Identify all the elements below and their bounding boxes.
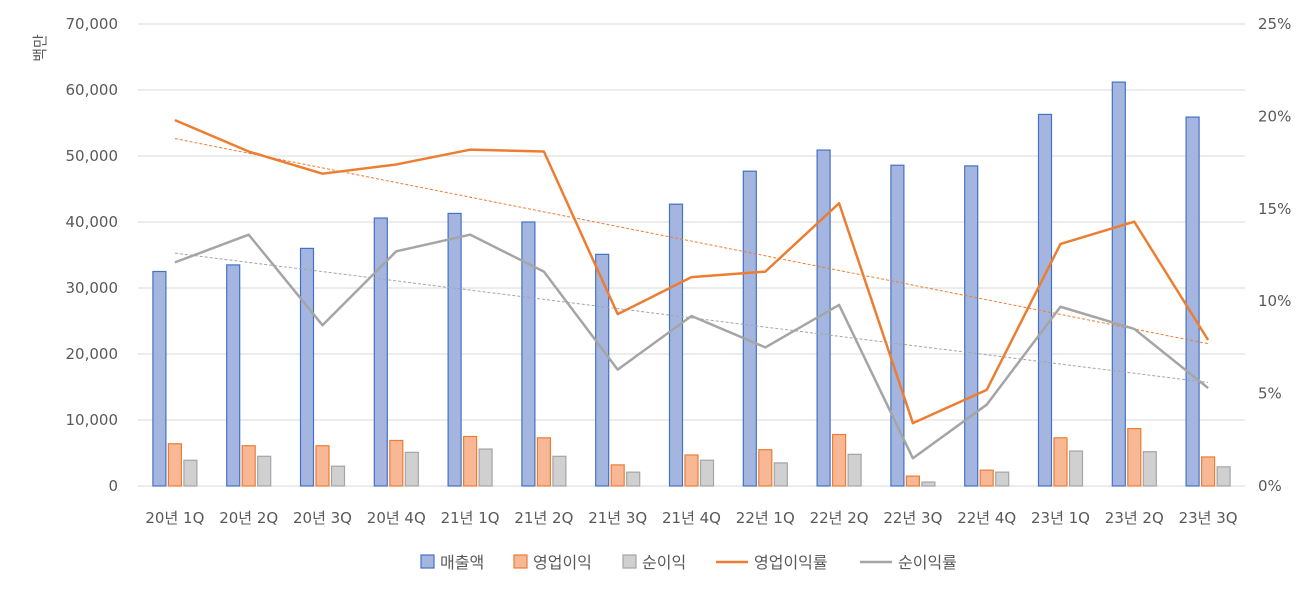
line-순이익률: [174, 233, 1209, 460]
bar-순이익: [1068, 450, 1084, 487]
x-tick-label: 22년 1Q: [736, 509, 795, 527]
y-tick-label: 20,000: [66, 345, 119, 363]
gridlines: [138, 23, 1245, 487]
x-tick-label: 21년 3Q: [588, 509, 647, 527]
legend-swatch-매출액: [420, 554, 435, 569]
bar-매출액: [816, 149, 831, 487]
x-tick-label: 20년 1Q: [145, 509, 204, 527]
bar-순이익: [257, 455, 272, 487]
lines: [174, 118, 1210, 460]
y-tick-label: 0: [108, 477, 118, 495]
x-tick-label: 21년 2Q: [514, 509, 573, 527]
y-axis-title: 백만: [31, 34, 49, 62]
bar-영업이익: [241, 445, 256, 487]
y-tick-label: 50,000: [66, 147, 119, 165]
bar-순이익: [478, 448, 493, 487]
bar-순이익: [995, 471, 1010, 487]
bars: [152, 81, 1231, 487]
x-tick-label: 23년 1Q: [1031, 509, 1090, 527]
trendline-순이익률: [174, 252, 1209, 384]
bar-매출액: [447, 212, 462, 487]
bar-매출액: [668, 203, 684, 487]
x-tick-label: 23년 3Q: [1179, 509, 1238, 527]
trendline-영업이익률: [174, 138, 1209, 345]
bar-영업이익: [536, 437, 552, 487]
legend-swatch-순이익: [622, 554, 637, 569]
x-tick-label: 21년 1Q: [441, 509, 500, 527]
y2-tick-label: 5%: [1258, 385, 1282, 403]
bar-순이익: [183, 459, 198, 487]
x-tick-label: 22년 4Q: [957, 509, 1016, 527]
y-tick-label: 40,000: [66, 213, 119, 231]
bar-매출액: [742, 170, 757, 487]
bar-순이익: [404, 451, 419, 487]
bar-영업이익: [389, 439, 404, 487]
x-tick-label: 20년 2Q: [219, 509, 278, 527]
x-tick-label: 23년 2Q: [1105, 509, 1164, 527]
trendlines: [174, 138, 1209, 384]
bar-매출액: [890, 164, 905, 487]
bar-영업이익: [979, 469, 994, 487]
x-tick-label: 20년 3Q: [293, 509, 352, 527]
bar-순이익: [699, 459, 715, 487]
bar-순이익: [1216, 466, 1231, 487]
bar-영업이익: [167, 443, 182, 487]
legend-swatch-영업이익: [513, 554, 528, 569]
y2-tick-label: 10%: [1258, 292, 1291, 310]
bar-영업이익: [758, 449, 773, 487]
x-tick-label: 20년 4Q: [367, 509, 426, 527]
bar-영업이익: [610, 464, 625, 487]
bar-매출액: [373, 217, 388, 487]
bar-영업이익: [831, 433, 847, 487]
axes: 0 10,000 20,000 30,000 40,000 50,000 60,000 70,…: [66, 15, 1292, 527]
y-tick-label: 70,000: [66, 15, 119, 33]
bar-순이익: [773, 462, 788, 487]
bar-매출액: [1111, 81, 1126, 487]
line-영업이익률: [174, 118, 1210, 425]
legend: 매출액 영업이익 순이익 영업이익률 순이익률: [420, 553, 957, 572]
bar-순이익: [330, 465, 346, 487]
bar-매출액: [521, 221, 536, 487]
y2-tick-label: 20%: [1258, 107, 1291, 125]
bar-매출액: [964, 165, 979, 487]
bar-매출액: [1185, 116, 1200, 487]
bar-영업이익: [315, 445, 330, 487]
y-tick-label: 60,000: [66, 81, 119, 99]
y2-tick-label: 0%: [1258, 477, 1282, 495]
bar-매출액: [1037, 113, 1053, 487]
bar-매출액: [595, 253, 610, 487]
bar-영업이익: [684, 454, 699, 487]
x-tick-label: 21년 4Q: [662, 509, 721, 527]
bar-매출액: [226, 264, 241, 487]
bar-순이익: [921, 481, 936, 487]
legend-label: 순이익률: [898, 553, 957, 572]
bar-영업이익: [905, 475, 921, 487]
bar-매출액: [152, 270, 167, 487]
bar-순이익: [847, 453, 862, 487]
bar-순이익: [552, 455, 567, 487]
legend-label: 매출액: [440, 553, 484, 572]
legend-label: 영업이익률: [754, 553, 828, 572]
bar-순이익: [626, 471, 641, 487]
legend-label: 순이익: [642, 553, 686, 572]
x-tick-label: 22년 2Q: [810, 509, 869, 527]
legend-label: 영업이익: [533, 553, 592, 572]
bar-순이익: [1142, 451, 1157, 487]
y2-tick-label: 25%: [1258, 15, 1291, 33]
bar-매출액: [299, 247, 315, 487]
y-tick-label: 30,000: [66, 279, 119, 297]
x-tick-label: 22년 3Q: [883, 509, 942, 527]
bar-영업이익: [463, 435, 478, 487]
bar-영업이익: [1053, 437, 1068, 487]
bar-영업이익: [1200, 456, 1216, 487]
bar-영업이익: [1127, 427, 1142, 487]
y2-tick-label: 15%: [1258, 200, 1291, 218]
y-tick-label: 10,000: [66, 411, 119, 429]
